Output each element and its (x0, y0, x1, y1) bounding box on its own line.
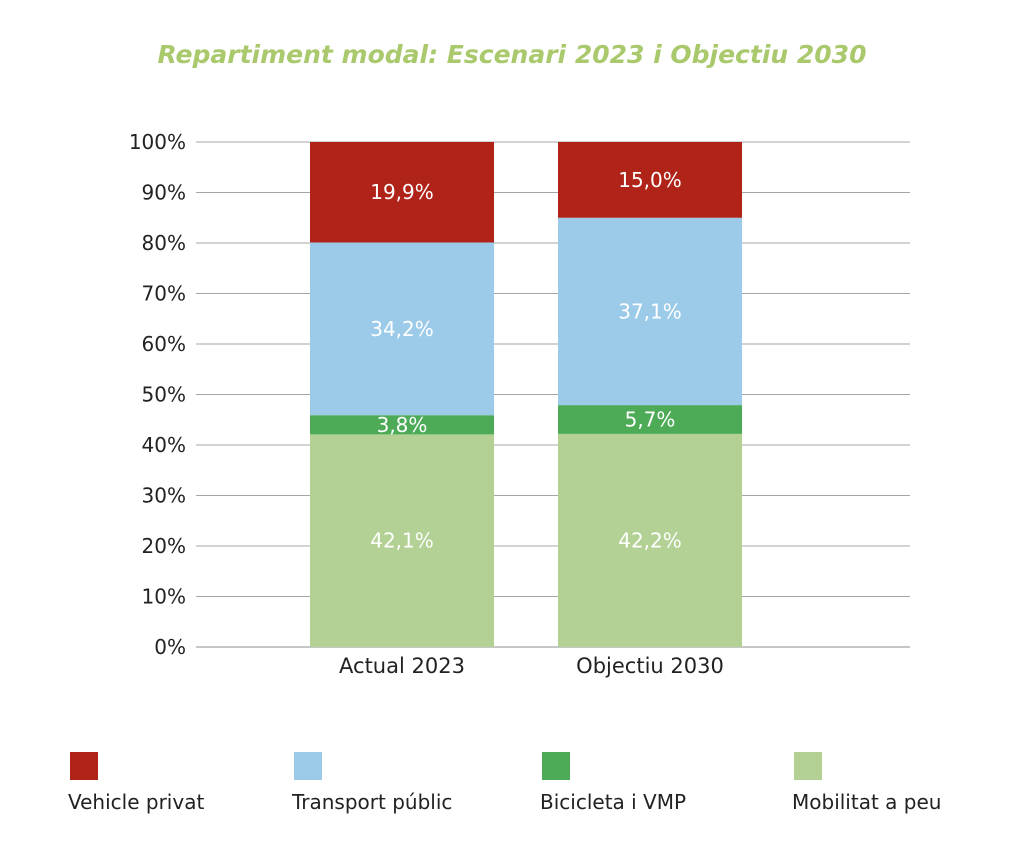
legend-item-bicicleta-vmp: Bicicleta i VMP (540, 752, 686, 814)
data-label: 42,2% (618, 528, 682, 552)
legend-item-mobilitat-peu: Mobilitat a peu (792, 752, 941, 814)
y-tick-label: 40% (142, 433, 186, 457)
legend: Vehicle privat Transport públic Biciclet… (0, 752, 1024, 832)
y-tick-label: 50% (142, 383, 186, 407)
legend-swatch-transport-public (294, 752, 322, 780)
y-tick-label: 80% (142, 231, 186, 255)
legend-item-vehicle-privat: Vehicle privat (68, 752, 204, 814)
y-tick-label: 10% (142, 585, 186, 609)
bar-segment (310, 242, 494, 416)
legend-swatch-bicicleta-vmp (542, 752, 570, 780)
bar-segment (310, 142, 494, 243)
y-tick-label: 60% (142, 332, 186, 356)
y-tick-label: 0% (154, 635, 186, 659)
bar-segment (558, 433, 742, 647)
x-category-label: Actual 2023 (339, 654, 465, 678)
data-label: 5,7% (625, 407, 676, 431)
data-label: 37,1% (618, 299, 682, 323)
data-label: 3,8% (377, 413, 428, 437)
bar-segment (310, 434, 494, 647)
x-category-label: Objectiu 2030 (576, 654, 724, 678)
legend-label-vehicle-privat: Vehicle privat (68, 790, 205, 814)
bar-segment (558, 217, 742, 406)
y-tick-label: 70% (142, 282, 186, 306)
bar-segment (558, 142, 742, 218)
bar-segment (558, 405, 742, 434)
legend-label-transport-public: Transport públic (292, 790, 453, 814)
y-tick-label: 100% (129, 130, 186, 154)
data-label: 34,2% (370, 317, 434, 341)
stacked-bar-plot: 0% 10% 20% 30% 40% 50% 60% 70% 80% 90% 100% 42,1% 3,… (129, 130, 910, 678)
legend-label-bicicleta-vmp: Bicicleta i VMP (540, 790, 687, 814)
legend-swatch-vehicle-privat (70, 752, 98, 780)
legend-label-mobilitat-peu: Mobilitat a peu (792, 790, 942, 814)
legend-swatch-mobilitat-peu (794, 752, 822, 780)
chart-title: Repartiment modal: Escenari 2023 i Objec… (157, 40, 867, 69)
bar-segment (310, 415, 494, 435)
legend-item-transport-public: Transport públic (292, 752, 452, 814)
data-label: 15,0% (618, 168, 682, 192)
y-tick-label: 90% (142, 181, 186, 205)
y-tick-label: 20% (142, 534, 186, 558)
y-tick-label: 30% (142, 484, 186, 508)
data-label: 42,1% (370, 529, 434, 553)
data-label: 19,9% (370, 180, 434, 204)
